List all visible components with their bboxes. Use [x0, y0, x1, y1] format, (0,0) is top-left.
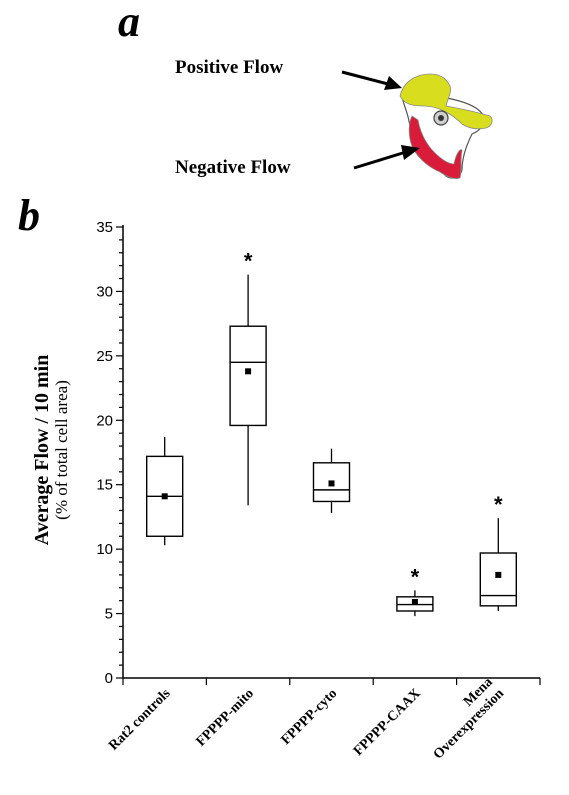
y-axis-title: Average Flow / 10 min — [31, 355, 53, 546]
positive-flow-arrow — [341, 70, 402, 90]
box — [479, 552, 517, 607]
x-category-label: FPPPP-cyto — [279, 686, 341, 748]
nucleus-inner — [438, 115, 444, 121]
cell-flow-diagram — [399, 73, 493, 179]
y-tick-label: 0 — [105, 670, 113, 687]
positive-flow-label: Positive Flow — [175, 57, 283, 78]
y-tick-label: 25 — [96, 348, 113, 365]
y-tick-label: 20 — [96, 412, 113, 429]
y-tick-label: 10 — [96, 541, 113, 558]
positive-flow-region — [399, 73, 493, 130]
x-category-label: MenaOverexpression — [420, 675, 508, 763]
negative-flow-label: Negative Flow — [175, 157, 291, 178]
mean-marker — [245, 368, 252, 375]
negative-flow-arrow — [353, 145, 420, 170]
mean-marker — [161, 493, 168, 500]
box-plot: 0 5 10 15 20 25 30 35 Rat2 controls FPPPP-mito FPP… — [96, 219, 541, 763]
y-tick-label: 15 — [96, 477, 113, 494]
y-axis-title-group: Average Flow / 10 min (% of total cell a… — [31, 355, 71, 546]
mean-marker — [495, 571, 502, 578]
x-category-label: FPPPP-mito — [194, 686, 257, 749]
x-category-label: Rat2 controls — [106, 686, 174, 754]
significance-star: * — [244, 249, 253, 274]
y-tick-label: 30 — [96, 283, 113, 300]
y-tick-label: 35 — [96, 219, 113, 236]
y-axis-subtitle: (% of total cell area) — [52, 380, 71, 520]
panel-a-letter: a — [118, 0, 140, 46]
box — [312, 462, 351, 503]
panel-b-letter: b — [18, 191, 40, 240]
significance-star: * — [411, 564, 420, 589]
y-tick-label: 5 — [105, 606, 113, 623]
box — [229, 325, 267, 427]
mean-marker — [328, 480, 335, 487]
x-category-label: FPPPP-CAAX — [351, 686, 424, 759]
mean-marker — [411, 598, 418, 605]
significance-star: * — [494, 492, 503, 517]
negative-flow-region — [408, 115, 463, 179]
